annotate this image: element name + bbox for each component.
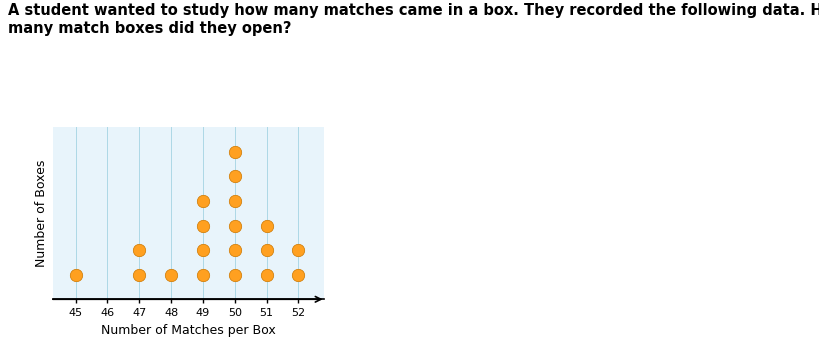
Point (292, 272, 305, 278)
Point (228, 198, 241, 204)
Point (196, 272, 209, 278)
Point (196, 198, 209, 204)
Point (228, 174, 241, 179)
Point (260, 223, 273, 228)
Point (133, 272, 146, 278)
Point (228, 149, 241, 154)
Point (260, 272, 273, 278)
Y-axis label: Number of Boxes: Number of Boxes (34, 160, 48, 267)
Point (196, 247, 209, 253)
Point (196, 223, 209, 228)
Point (69, 272, 82, 278)
Point (165, 272, 178, 278)
Point (228, 223, 241, 228)
Point (260, 247, 273, 253)
Point (228, 247, 241, 253)
Point (292, 247, 305, 253)
Text: A student wanted to study how many matches came in a box. They recorded the foll: A student wanted to study how many match… (8, 3, 819, 36)
X-axis label: Number of Matches per Box: Number of Matches per Box (101, 324, 276, 337)
Point (228, 272, 241, 278)
Point (133, 247, 146, 253)
